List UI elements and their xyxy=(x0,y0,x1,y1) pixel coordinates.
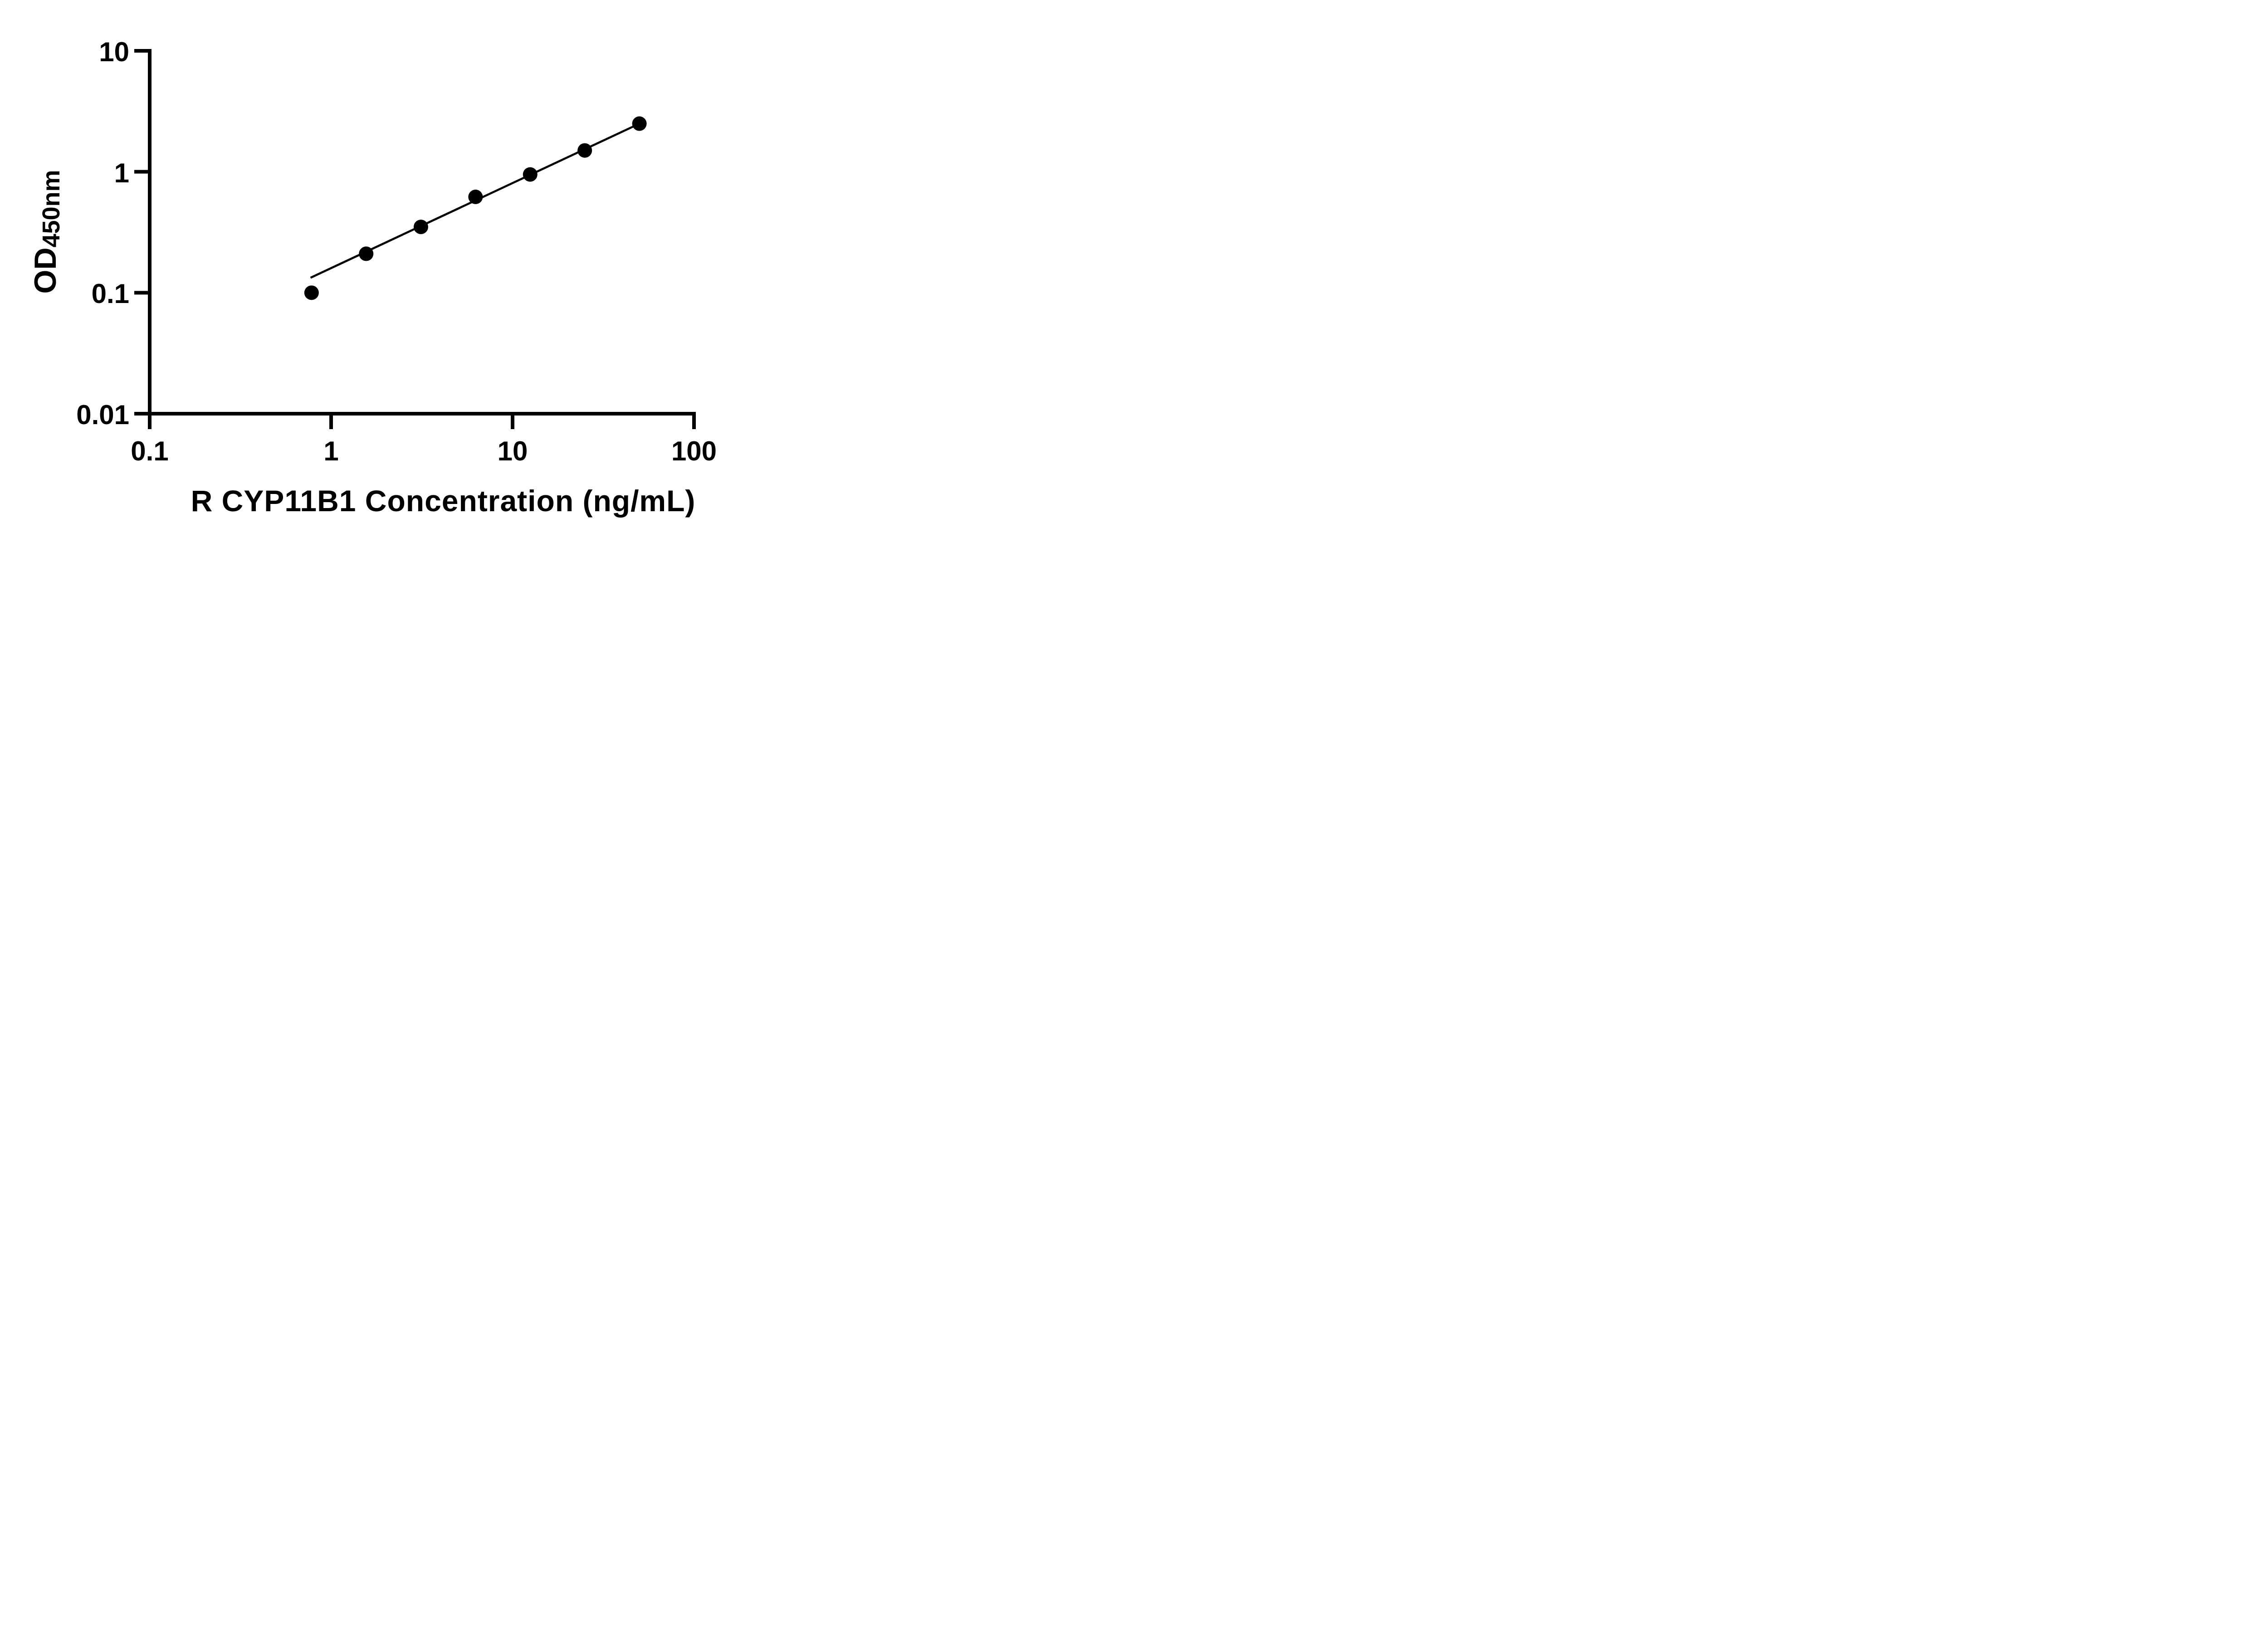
y-tick-label: 10 xyxy=(99,36,129,67)
x-tick-label: 100 xyxy=(671,436,717,466)
y-tick-label: 0.1 xyxy=(91,279,129,309)
data-point xyxy=(359,246,374,261)
x-tick-label: 10 xyxy=(497,436,528,466)
y-tick-label: 0.01 xyxy=(76,400,129,430)
plot-area xyxy=(134,49,696,429)
data-point xyxy=(523,167,538,182)
data-point xyxy=(468,190,483,205)
axes xyxy=(134,49,696,429)
standard-curve-figure: OD450nm R CYP11B1 Concentration (ng/mL) … xyxy=(0,0,777,544)
data-point xyxy=(577,143,592,158)
data-point xyxy=(304,285,319,300)
data-point xyxy=(413,220,428,235)
y-axis-title: OD450nm xyxy=(28,170,65,293)
y-tick-label: 1 xyxy=(114,157,129,188)
data-point xyxy=(632,116,647,131)
x-tick-label: 0.1 xyxy=(131,436,169,466)
x-axis-title: R CYP11B1 Concentration (ng/mL) xyxy=(191,484,696,518)
data-series xyxy=(304,116,647,300)
x-tick-label: 1 xyxy=(323,436,339,466)
